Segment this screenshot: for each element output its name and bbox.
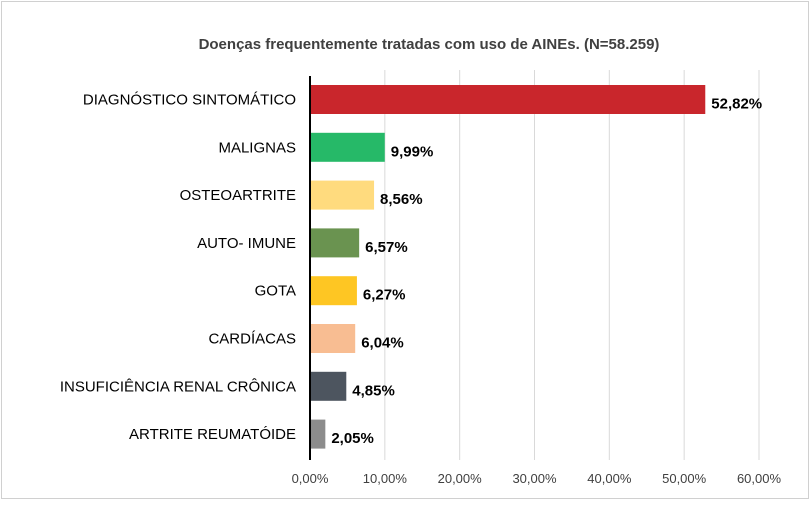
value-label: 8,56% [380,191,423,208]
bar [311,371,347,401]
category-labels: DIAGNÓSTICO SINTOMÁTICO MALIGNAS OSTEOARTR… [60,92,296,444]
category-label: GOTA [255,283,296,300]
bar [311,180,375,210]
x-tick-label: 0,00% [292,471,329,486]
x-tick-label: 20,00% [438,471,483,486]
category-label: INSUFICIÊNCIA RENAL CRÔNICA [60,378,296,395]
bar [311,228,360,258]
gridlines [384,70,760,460]
bars [311,85,706,449]
value-label: 6,57% [365,239,408,256]
category-label: OSTEOARTRITE [180,187,296,204]
x-tick-label: 40,00% [587,471,632,486]
bar [311,85,706,114]
value-label: 6,04% [361,335,404,352]
value-label: 2,05% [331,430,374,447]
x-tick-label: 10,00% [363,471,408,486]
category-label: MALIGNAS [218,139,296,156]
category-label: DIAGNÓSTICO SINTOMÁTICO [83,92,296,109]
category-label: ARTRITE REUMATÓIDE [129,426,296,443]
value-label: 6,27% [363,287,406,304]
value-labels: 52,82% 9,99% 8,56% 6,57% 6,27% 6,04% 4,85% 2,05… [331,96,762,448]
value-label: 9,99% [391,143,434,160]
category-label: AUTO- IMUNE [197,235,296,252]
x-tick-label: 50,00% [662,471,707,486]
bar [311,419,326,449]
bar [311,324,356,353]
value-label: 4,85% [352,382,395,399]
category-label: CARDÍACAS [208,331,296,348]
bar [311,276,357,306]
bar [311,132,385,162]
x-tick-label: 60,00% [737,471,782,486]
x-tick-label: 30,00% [512,471,557,486]
x-tick-labels: 0,00% 10,00% 20,00% 30,00% 40,00% 50,00% 60,00… [292,471,782,486]
value-label: 52,82% [711,96,762,113]
chart-title: Doenças frequentemente tratadas com uso … [199,36,660,53]
